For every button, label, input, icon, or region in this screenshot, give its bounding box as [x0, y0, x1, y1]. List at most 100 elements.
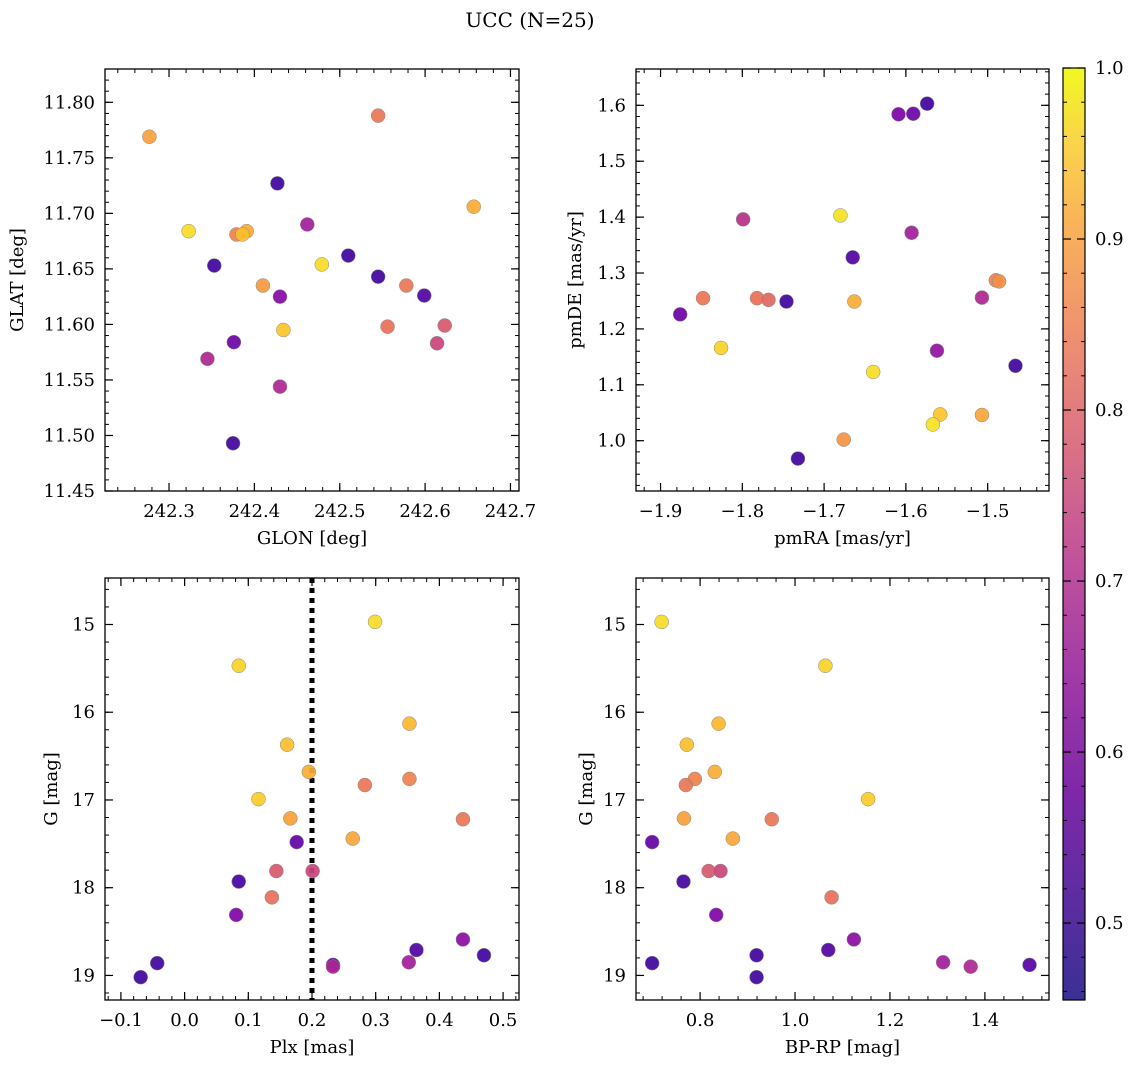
data-point: [455, 812, 471, 827]
colorbar: 0.5 0.6 0.7 0.8 0.9 1.0: [1062, 58, 1124, 1001]
data-point: [963, 959, 978, 974]
data-point: [764, 812, 780, 827]
data-point: [455, 932, 471, 947]
y-tick-label: 11.55: [43, 370, 95, 391]
colorbar-tick-label: 0.6: [1095, 742, 1124, 763]
panel-bprp-g: 0.8 1.0 1.2 1.4 15 16 17 18 19 BP-RP [mag] G [mag]: [576, 577, 1050, 1058]
x-axis-label: Plx [mas]: [270, 1037, 355, 1058]
data-point: [836, 432, 851, 447]
y-tick-label: 1.4: [597, 207, 626, 228]
y-axis-label: G [mag]: [41, 752, 62, 825]
data-point: [325, 959, 341, 974]
data-point: [264, 890, 280, 905]
data-point: [345, 831, 361, 846]
x-tick-label: 0.8: [686, 1010, 715, 1031]
colorbar-tick-label: 0.5: [1095, 913, 1124, 934]
panel-pmra-pmde: −1.9 −1.8 −1.7 −1.6 −1.5 1.0 1.1 1.2 1.3 1.4 1.5 1.…: [565, 68, 1050, 549]
data-point: [251, 791, 266, 807]
axes-frame: [104, 68, 520, 492]
data-point: [711, 716, 726, 731]
x-tick-label: 0.1: [234, 1010, 263, 1031]
y-tick-label: 19: [72, 965, 95, 986]
x-tick-label: −1.8: [720, 501, 764, 522]
x-tick-label: 242.6: [399, 501, 451, 522]
y-tick-label: 16: [72, 702, 95, 723]
y-tick-label: 17: [603, 790, 626, 811]
x-tick-label: 0.5: [489, 1010, 518, 1031]
data-point: [713, 863, 728, 879]
figure-title: UCC (N=25): [465, 8, 594, 32]
y-axis-label: pmDE [mas/yr]: [565, 211, 586, 349]
data-point: [399, 278, 414, 293]
x-tick-label: 1.2: [876, 1010, 905, 1031]
data-point: [305, 863, 320, 879]
data-point: [679, 737, 695, 752]
data-point: [300, 217, 315, 232]
data-point: [272, 289, 288, 304]
data-point: [200, 351, 215, 367]
data-point: [416, 288, 432, 303]
data-point: [276, 322, 291, 338]
panels: 242.3 242.4 242.5 242.6 242.7 11.45 11.50 11.55…: [7, 68, 1050, 1058]
data-point: [367, 614, 383, 630]
axes-frame: [104, 577, 520, 1001]
data-point: [314, 257, 330, 272]
data-point: [341, 248, 356, 263]
colorbar-tick-label: 0.8: [1095, 400, 1124, 421]
data-point: [231, 874, 247, 889]
y-tick-label: 1.2: [597, 319, 626, 340]
x-tick-label: 242.3: [143, 501, 195, 522]
data-point: [974, 290, 990, 305]
x-axis-label: GLON [deg]: [257, 528, 367, 549]
y-tick-label: 1.0: [597, 431, 626, 452]
x-tick-label: 0.4: [425, 1010, 454, 1031]
y-tick-label: 11.45: [43, 481, 95, 502]
data-point: [370, 269, 386, 284]
data-point: [708, 907, 724, 923]
y-tick-label: 1.1: [597, 375, 626, 396]
y-tick-label: 18: [603, 878, 626, 899]
data-point: [289, 834, 304, 850]
y-tick-label: 11.65: [43, 259, 95, 280]
x-tick-label: 0.3: [361, 1010, 390, 1031]
y-tick-label: 11.80: [43, 92, 95, 113]
data-point: [207, 258, 222, 273]
y-tick-label: 15: [72, 614, 95, 635]
data-point: [790, 451, 806, 466]
y-tick-label: 1.3: [597, 263, 626, 284]
data-point: [235, 227, 250, 242]
data-point: [672, 307, 688, 322]
x-tick-label: 1.4: [971, 1010, 1000, 1031]
data-point: [269, 863, 284, 879]
data-point: [644, 955, 660, 971]
data-point: [904, 225, 919, 241]
data-point: [437, 318, 452, 333]
data-point: [409, 942, 424, 958]
data-point: [1008, 358, 1023, 374]
y-axis-label: GLAT [deg]: [7, 228, 28, 332]
data-point: [991, 274, 1007, 289]
y-tick-label: 19: [603, 965, 626, 986]
data-point: [283, 811, 298, 826]
data-point: [818, 658, 833, 673]
x-axis-label: pmRA [mas/yr]: [774, 528, 911, 549]
data-point: [429, 336, 445, 351]
data-point: [401, 955, 417, 970]
data-point: [466, 199, 482, 214]
x-tick-label: −1.5: [966, 501, 1010, 522]
x-axis-label: BP-RP [mag]: [785, 1037, 900, 1058]
data-point: [779, 294, 794, 309]
data-point: [847, 294, 862, 309]
data-point: [865, 364, 881, 380]
panel-plx-g: −0.1 0.0 0.1 0.2 0.3 0.4 0.5 15 16 17 18 19 Plx [mas…: [41, 577, 520, 1058]
y-tick-label: 17: [72, 790, 95, 811]
colorbar-tick-label: 0.9: [1095, 229, 1124, 250]
x-tick-label: 0.2: [298, 1010, 327, 1031]
data-point: [255, 278, 271, 293]
data-point: [891, 107, 906, 122]
data-point: [676, 874, 691, 889]
data-point: [821, 942, 836, 958]
data-point: [905, 106, 921, 121]
data-point: [695, 290, 711, 306]
data-point: [231, 658, 247, 673]
